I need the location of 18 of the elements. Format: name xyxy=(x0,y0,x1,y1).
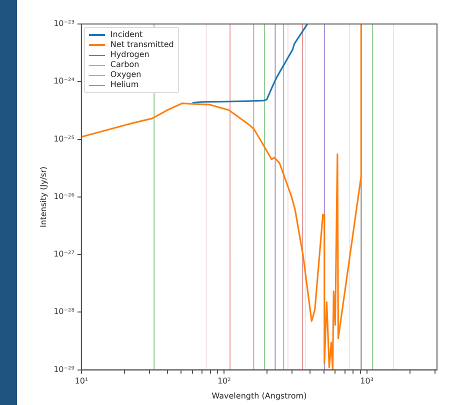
y-tick-label: 10⁻²⁶ xyxy=(54,192,74,201)
legend-label: Oxygen xyxy=(110,70,142,80)
y-tick-label: 10⁻²⁴ xyxy=(54,76,74,86)
y-tick-label: 10⁻²³ xyxy=(54,19,74,28)
legend-label: Incident xyxy=(110,30,143,40)
y-axis-title: Intensity (Jy/sr) xyxy=(38,166,48,228)
x-axis-title: Wavelength (Angstrom) xyxy=(212,391,307,400)
x-tick-label: 10¹ xyxy=(74,376,88,386)
legend-label: Carbon xyxy=(110,60,140,70)
x-tick-label: 10² xyxy=(217,376,231,386)
y-tick-label: 10⁻²⁹ xyxy=(54,364,74,374)
y-tick-label: 10⁻²⁸ xyxy=(54,307,74,316)
legend-label: Hydrogen xyxy=(110,50,150,60)
legend-label: Helium xyxy=(110,80,139,90)
legend-label: Net transmitted xyxy=(110,40,174,50)
x-tick-label: 10³ xyxy=(360,376,374,386)
y-tick-label: 10⁻²⁷ xyxy=(54,250,74,259)
y-tick-label: 10⁻²⁵ xyxy=(54,134,74,144)
